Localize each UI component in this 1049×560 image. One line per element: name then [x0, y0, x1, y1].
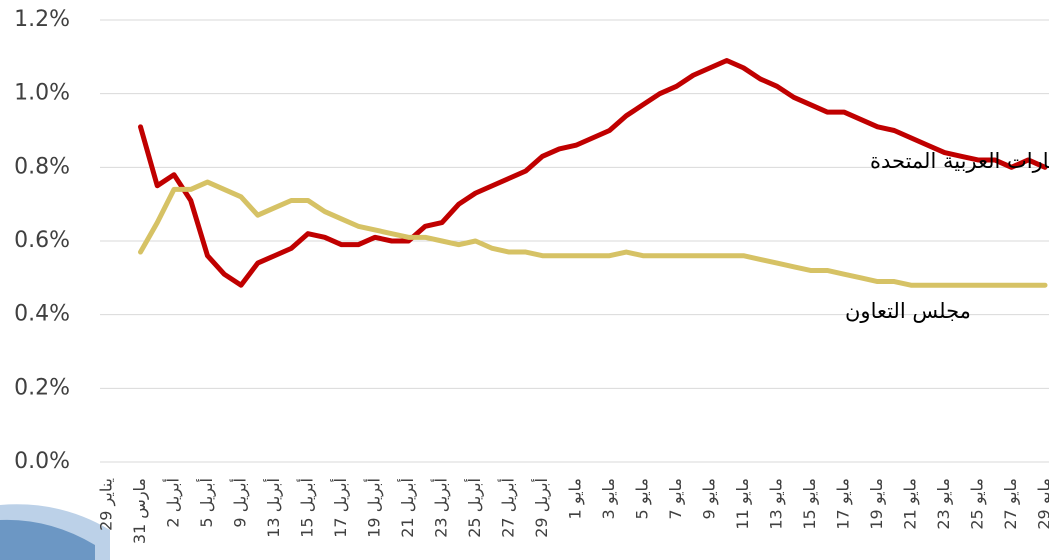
- y-tick-label: 0.0%: [14, 449, 70, 474]
- x-tick-label: 19 مايو: [867, 478, 887, 530]
- x-tick-label: 13 أبريل: [263, 478, 284, 538]
- x-tick-label: 15 مايو: [800, 478, 820, 530]
- y-tick-label: 0.8%: [14, 154, 70, 179]
- x-tick-label: 11 مايو: [733, 478, 753, 530]
- x-tick-label: 5 أبريل: [196, 478, 217, 528]
- x-tick-label: 13 مايو: [767, 478, 787, 530]
- x-tick-label: 19 أبريل: [364, 478, 385, 538]
- x-tick-label: 7 مايو: [666, 478, 686, 519]
- x-tick-label: 27 مايو: [1001, 478, 1021, 530]
- x-tick-label: 29 مايو: [1035, 478, 1049, 530]
- line-series: [138, 58, 1048, 288]
- x-tick-label: 25 مايو: [968, 478, 988, 530]
- x-tick-label: 17 أبريل: [330, 478, 351, 538]
- x-tick-label: 17 مايو: [834, 478, 854, 530]
- series-label: الإمارات العربية المتحدة: [870, 149, 1049, 173]
- x-tick-label: 1 مايو: [566, 478, 586, 519]
- x-tick-label: 3 مايو: [599, 478, 619, 519]
- x-tick-label: 2 أبريل: [163, 478, 184, 528]
- line-series: [138, 179, 1048, 288]
- x-tick-label: 23 مايو: [934, 478, 954, 530]
- x-tick-label: 27 أبريل: [498, 478, 519, 538]
- y-tick-label: 0.6%: [14, 228, 70, 253]
- x-tick-label: 21 أبريل: [397, 478, 418, 538]
- x-tick-label: 25 أبريل: [464, 478, 485, 538]
- x-tick-label: 31 مارس: [130, 478, 150, 544]
- series-label: مجلس التعاون: [845, 299, 971, 323]
- x-tick-label: 15 أبريل: [297, 478, 318, 538]
- y-tick-label: 0.2%: [14, 375, 70, 400]
- y-tick-label: 1.2%: [14, 7, 70, 32]
- decoration: [0, 519, 95, 560]
- x-tick-label: 9 أبريل: [230, 478, 251, 528]
- x-tick-label: 29 يناير: [97, 478, 117, 531]
- x-tick-label: 23 أبريل: [431, 478, 452, 538]
- y-tick-label: 0.4%: [14, 302, 70, 327]
- y-tick-label: 1.0%: [14, 81, 70, 106]
- x-tick-label: 29 أبريل: [531, 478, 552, 538]
- x-tick-label: 5 مايو: [633, 478, 653, 519]
- x-tick-label: 21 مايو: [901, 478, 921, 530]
- x-tick-label: 9 مايو: [700, 478, 720, 519]
